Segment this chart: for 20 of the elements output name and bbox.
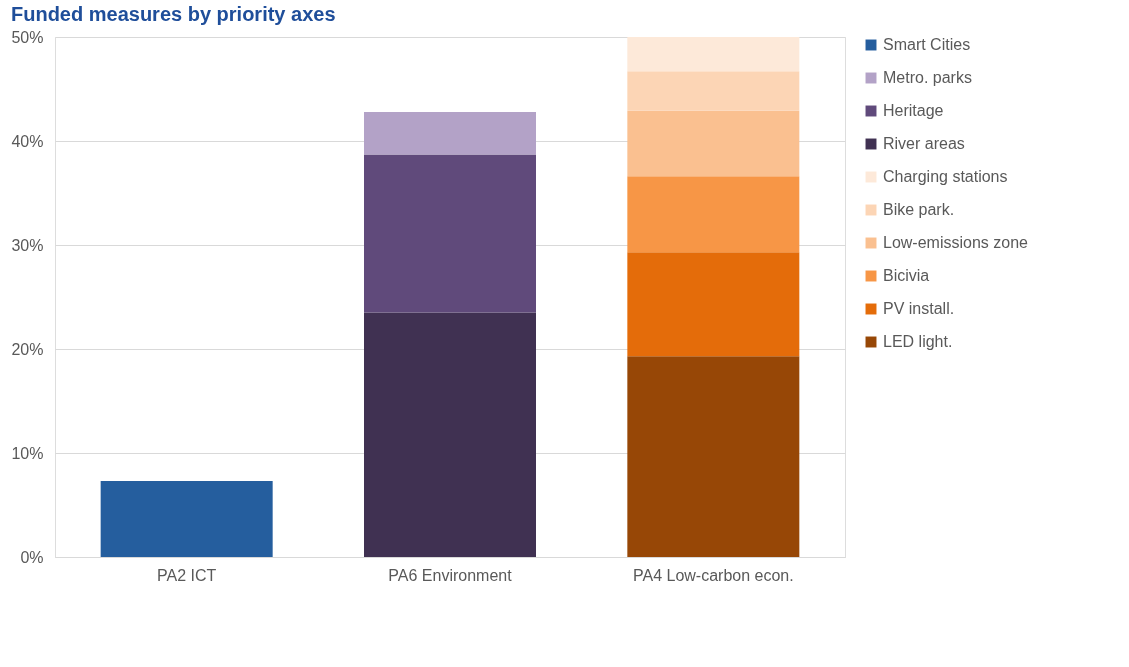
legend-label: Bicivia bbox=[883, 267, 930, 284]
y-tick-label: 50% bbox=[11, 28, 44, 46]
y-tick-label: 20% bbox=[11, 340, 44, 358]
legend-label: Metro. parks bbox=[883, 69, 972, 86]
legend-label: Heritage bbox=[883, 102, 944, 119]
legend-label: River areas bbox=[883, 135, 965, 152]
x-tick-label: PA2 ICT bbox=[157, 566, 217, 584]
legend-label: PV install. bbox=[883, 300, 955, 317]
x-tick-label: PA6 Environment bbox=[388, 566, 513, 584]
y-tick-label: 0% bbox=[20, 548, 44, 566]
y-tick-label: 30% bbox=[11, 236, 44, 254]
x-tick-label: PA4 Low-carbon econ. bbox=[632, 566, 794, 584]
legend-label: Smart Cities bbox=[883, 36, 971, 53]
legend-label: Bike park. bbox=[883, 201, 955, 218]
legend-label: LED light. bbox=[883, 333, 953, 350]
y-tick-label: 40% bbox=[11, 132, 44, 150]
y-tick-label: 10% bbox=[11, 444, 44, 462]
legend-label: Charging stations bbox=[883, 168, 1008, 185]
chart-title: Funded measures by priority axes bbox=[10, 3, 336, 25]
legend-label: Low-emissions zone bbox=[883, 234, 1029, 251]
